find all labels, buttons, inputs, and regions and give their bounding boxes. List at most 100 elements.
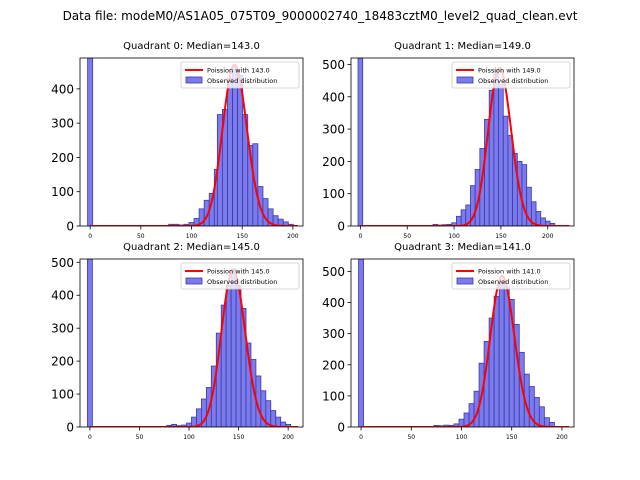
quadrant-2-title: Quadrant 2: Median=145.0 bbox=[123, 242, 260, 253]
y-tick-label: 0 bbox=[337, 220, 345, 234]
histogram-bar bbox=[456, 215, 462, 226]
histogram-bar bbox=[225, 284, 232, 427]
histogram-bar bbox=[549, 223, 556, 226]
histogram-bar bbox=[232, 66, 239, 226]
y-tick-label: 300 bbox=[322, 123, 345, 137]
x-tick-label: 150 bbox=[233, 434, 245, 441]
y-tick-label: 300 bbox=[322, 327, 345, 341]
y-tick-label: 500 bbox=[322, 58, 345, 72]
quadrant-panels: Quadrant 0: Median=143.0 0 50 100 150 200 0 100… bbox=[51, 41, 575, 441]
quadrant-1-frame bbox=[350, 57, 575, 227]
x-tick-label: 100 bbox=[186, 233, 198, 240]
quadrant-2-frame bbox=[79, 258, 304, 428]
legend-bar-swatch bbox=[185, 76, 203, 84]
quadrant-0-legend: Poission with 143.0 Observed distribution bbox=[180, 61, 300, 89]
histogram-bar bbox=[548, 421, 555, 427]
x-tick-label: 0 bbox=[88, 233, 92, 240]
legend-entry: Poission with 141.0 bbox=[478, 268, 541, 276]
legend-bar-swatch bbox=[456, 277, 474, 285]
legend-entry: Observed distribution bbox=[478, 278, 548, 286]
histogram-bar bbox=[502, 115, 509, 226]
legend-entry: Poission with 145.0 bbox=[207, 268, 270, 276]
y-tick-label: 300 bbox=[51, 117, 74, 131]
histogram-bar bbox=[498, 83, 504, 226]
y-tick-label: 200 bbox=[322, 155, 345, 169]
histogram-bar bbox=[507, 135, 514, 226]
quadrant-1-panel: Quadrant 1: Median=149.0 0 50 100 150 200 0 100… bbox=[322, 41, 575, 240]
y-tick-label: 100 bbox=[51, 388, 74, 402]
quadrant-2-panel: Quadrant 2: Median=145.0 0 50 100 150 200 0 100… bbox=[51, 242, 304, 441]
poisson-curve bbox=[361, 275, 569, 427]
y-tick-label: 400 bbox=[322, 90, 345, 104]
poisson-curve bbox=[360, 66, 570, 226]
x-tick-label: 0 bbox=[358, 233, 362, 240]
histogram-bar bbox=[87, 259, 93, 427]
y-tick-label: 100 bbox=[51, 185, 74, 199]
quadrant-2-bars bbox=[87, 259, 292, 427]
legend-entry: Poission with 143.0 bbox=[207, 67, 270, 75]
y-tick-label: 0 bbox=[337, 421, 345, 435]
histogram-bar bbox=[285, 423, 292, 427]
histogram-bar bbox=[498, 280, 505, 427]
y-tick-label: 0 bbox=[66, 421, 74, 435]
x-tick-label: 100 bbox=[183, 434, 195, 441]
quadrant-3-legend: Poission with 141.0 Observed distribution bbox=[451, 262, 571, 290]
x-tick-label: 0 bbox=[88, 434, 92, 441]
quadrant-3-panel: Quadrant 3: Median=141.0 0 50 100 150 200 0 100… bbox=[322, 242, 575, 441]
quadrant-1-title: Quadrant 1: Median=149.0 bbox=[394, 41, 531, 52]
histogram-bar bbox=[230, 268, 237, 427]
histogram-bar bbox=[460, 209, 467, 226]
legend-entry: Poission with 149.0 bbox=[478, 67, 541, 75]
legend-entry: Observed distribution bbox=[478, 77, 548, 85]
quadrant-0-title: Quadrant 0: Median=143.0 bbox=[123, 41, 260, 52]
x-tick-label: 200 bbox=[287, 233, 299, 240]
histogram-bar bbox=[270, 410, 277, 427]
y-tick-label: 0 bbox=[66, 220, 74, 234]
x-tick-label: 150 bbox=[236, 233, 248, 240]
y-tick-label: 200 bbox=[322, 358, 345, 372]
histogram-bar bbox=[493, 295, 500, 427]
x-tick-label: 200 bbox=[282, 434, 294, 441]
histogram-bar bbox=[538, 406, 545, 427]
x-tick-label: 50 bbox=[137, 233, 145, 240]
quadrant-0-panel: Quadrant 0: Median=143.0 0 50 100 150 200 0 100… bbox=[51, 41, 304, 240]
y-tick-label: 200 bbox=[51, 355, 74, 369]
legend-box bbox=[180, 61, 300, 89]
x-tick-label: 200 bbox=[542, 233, 554, 240]
histogram-bar bbox=[87, 58, 94, 226]
poisson-curve bbox=[89, 269, 299, 427]
legend-bar-swatch bbox=[185, 277, 203, 285]
histogram-bar bbox=[493, 70, 499, 226]
x-tick-label: 100 bbox=[456, 434, 468, 441]
legend-entry: Observed distribution bbox=[207, 278, 277, 286]
x-tick-label: 50 bbox=[407, 434, 415, 441]
x-tick-label: 50 bbox=[136, 434, 144, 441]
y-tick-label: 100 bbox=[322, 389, 345, 403]
x-tick-label: 0 bbox=[359, 434, 363, 441]
y-tick-label: 100 bbox=[322, 187, 345, 201]
histogram-bar bbox=[235, 284, 242, 427]
x-tick-label: 100 bbox=[448, 233, 460, 240]
legend-bar-swatch bbox=[456, 76, 474, 84]
quadrant-1-legend: Poission with 149.0 Observed distribution bbox=[451, 61, 571, 89]
x-tick-label: 150 bbox=[506, 434, 518, 441]
figure-title: Data file: modeM0/AS1A05_075T09_90000027… bbox=[63, 9, 578, 23]
quadrant-3-frame bbox=[350, 258, 575, 428]
legend-entry: Observed distribution bbox=[207, 77, 277, 85]
quadrant-2-legend: Poission with 145.0 Observed distribution bbox=[180, 262, 300, 290]
x-tick-label: 150 bbox=[495, 233, 507, 240]
y-tick-label: 400 bbox=[51, 82, 74, 96]
histogram-bar bbox=[503, 286, 510, 427]
x-tick-label: 200 bbox=[556, 434, 568, 441]
legend-box bbox=[451, 262, 571, 290]
histogram-bar bbox=[521, 164, 528, 226]
histogram-bar bbox=[275, 416, 282, 427]
legend-box bbox=[180, 262, 300, 290]
legend-box bbox=[451, 61, 571, 89]
quadrant-3-title: Quadrant 3: Median=141.0 bbox=[394, 242, 531, 253]
y-tick-label: 400 bbox=[51, 289, 74, 303]
x-tick-label: 50 bbox=[403, 233, 411, 240]
histogram-bar bbox=[357, 58, 364, 226]
y-tick-label: 400 bbox=[322, 296, 345, 310]
